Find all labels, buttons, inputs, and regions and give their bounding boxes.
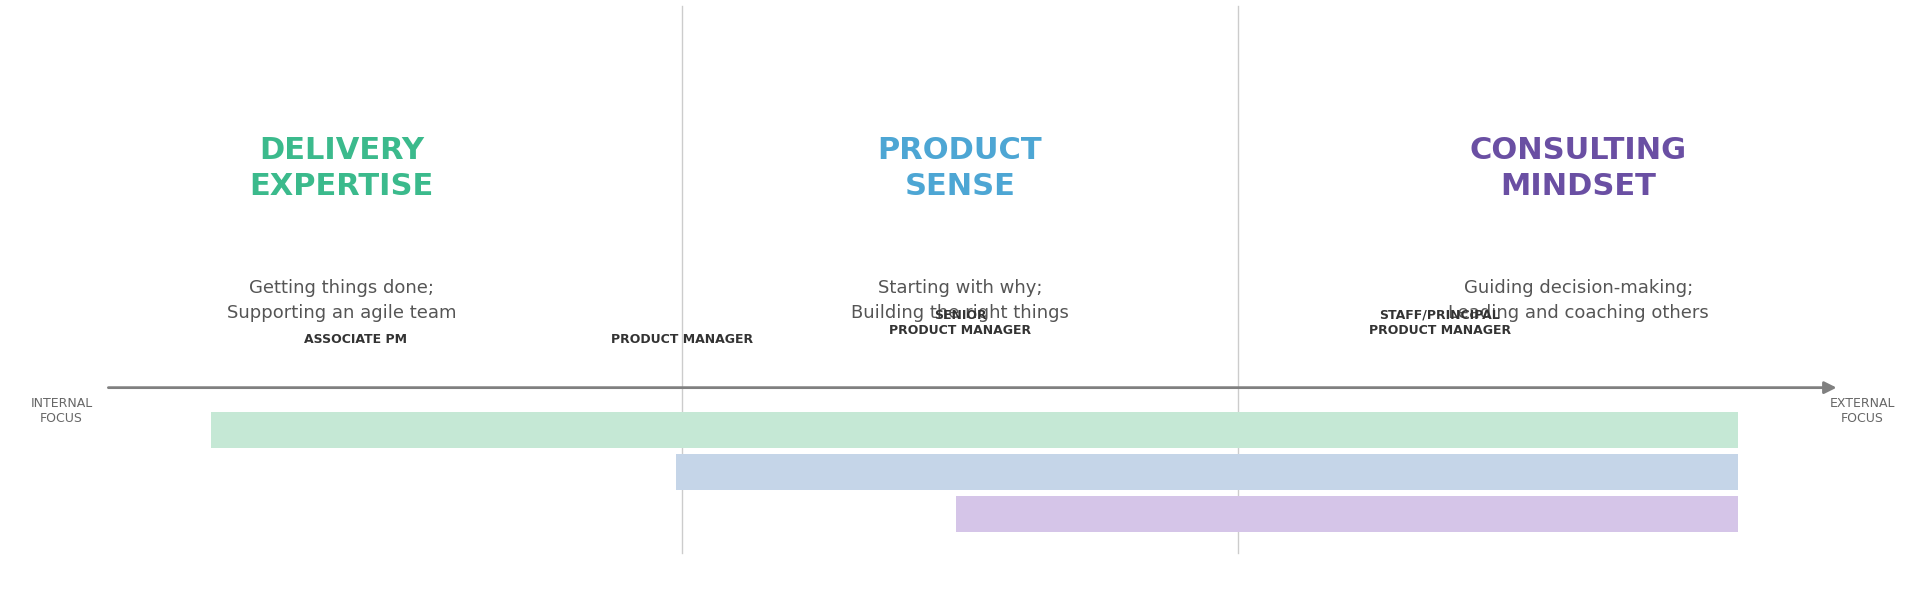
Text: SENIOR
PRODUCT MANAGER: SENIOR PRODUCT MANAGER — [889, 308, 1031, 337]
Text: Guiding decision-making;
Leading and coaching others: Guiding decision-making; Leading and coa… — [1448, 279, 1709, 322]
Text: EXTERNAL
FOCUS: EXTERNAL FOCUS — [1830, 397, 1895, 425]
Bar — [211, 412, 1738, 448]
Text: PRODUCT MANAGER: PRODUCT MANAGER — [611, 332, 753, 346]
Text: PRODUCT
SENSE: PRODUCT SENSE — [877, 136, 1043, 201]
Text: DELIVERY
EXPERTISE: DELIVERY EXPERTISE — [250, 136, 434, 201]
Text: ASSOCIATE PM: ASSOCIATE PM — [303, 332, 407, 346]
Text: STAFF/PRINCIPAL
PRODUCT MANAGER: STAFF/PRINCIPAL PRODUCT MANAGER — [1369, 308, 1511, 337]
Text: INTERNAL
FOCUS: INTERNAL FOCUS — [31, 397, 92, 425]
Text: Starting with why;
Building the right things: Starting with why; Building the right th… — [851, 279, 1069, 322]
Bar — [676, 454, 1738, 490]
Bar — [956, 496, 1738, 532]
Text: Getting things done;
Supporting an agile team: Getting things done; Supporting an agile… — [227, 279, 457, 322]
Text: CONSULTING
MINDSET: CONSULTING MINDSET — [1469, 136, 1688, 201]
